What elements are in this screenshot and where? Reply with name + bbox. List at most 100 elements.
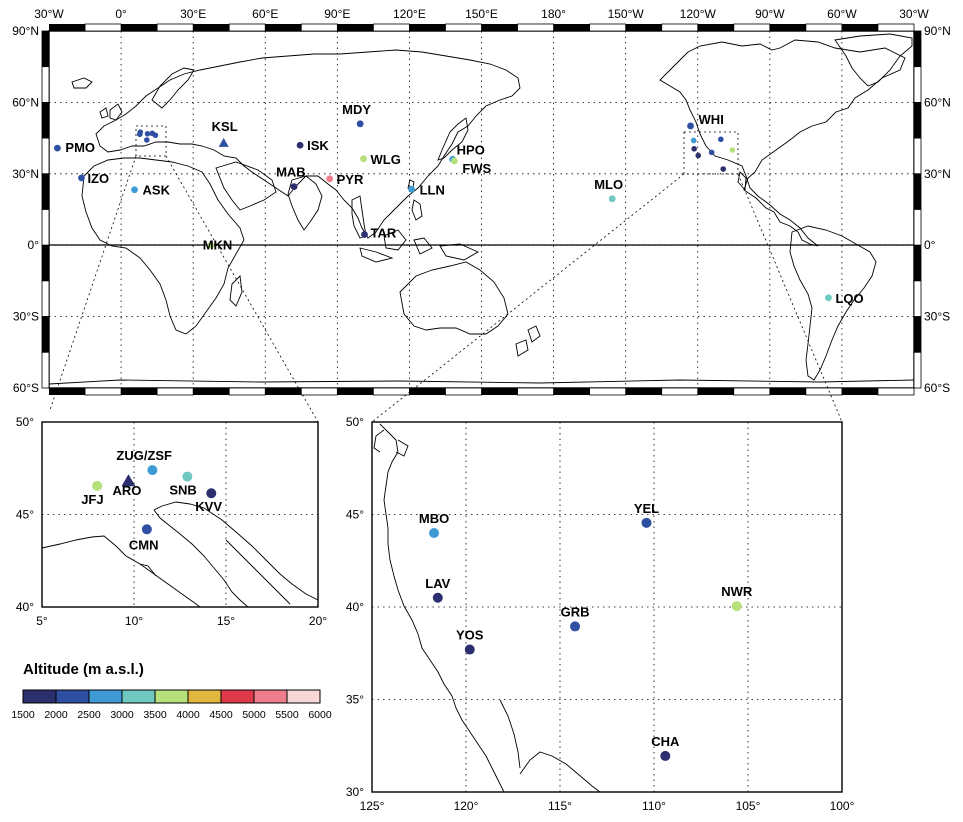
station-label: CHA <box>651 734 680 749</box>
station-marker <box>825 294 832 302</box>
colorbar-tick: 3000 <box>110 709 134 721</box>
europe-coastlines <box>41 501 319 608</box>
colorbar-tick: 6000 <box>308 709 332 721</box>
station-label: MLO <box>594 177 623 192</box>
station-label: GRB <box>561 604 590 619</box>
world-lon-tick: 90°E <box>324 7 350 21</box>
station-marker <box>570 621 581 632</box>
europe-lat-tick: 45° <box>16 508 34 522</box>
station-marker <box>137 131 143 138</box>
world-lat-tick-right: 60°S <box>924 381 950 395</box>
colorbar-tick: 3500 <box>143 709 167 721</box>
usa-lat-tick: 35° <box>346 693 364 707</box>
station-marker <box>360 155 367 163</box>
europe-lat-tick: 40° <box>16 600 34 614</box>
station-marker <box>144 131 151 137</box>
station-marker <box>641 517 652 528</box>
europe-lon-tick: 5° <box>36 614 48 628</box>
station-marker <box>691 146 697 152</box>
usa-inset-map: 125° 120° 115° 110° 105° 100°50°45°40°35°30° … <box>346 415 855 813</box>
station-marker <box>729 147 736 153</box>
colorbar-segment <box>253 689 288 704</box>
inset-connectors <box>49 155 843 423</box>
europe-lon-tick: 15° <box>217 614 235 628</box>
station-marker <box>78 174 85 182</box>
usa-lat-tick: 40° <box>346 600 364 614</box>
world-lon-tick: 120°W <box>680 7 717 21</box>
world-lat-tick-right: 30°S <box>924 310 950 324</box>
station-label: ARO <box>112 483 141 498</box>
world-lat-tick-left: 60°N <box>12 95 39 109</box>
station-label: LAV <box>425 576 450 591</box>
legend-title: Altitude (m a.s.l.) <box>23 661 144 678</box>
station-marker <box>720 166 727 172</box>
colorbar-tick: 4000 <box>176 709 200 721</box>
world-lat-tick-right: 90°N <box>924 24 951 38</box>
world-lon-tick: 150°E <box>465 7 498 21</box>
usa-lon-tick: 110° <box>642 799 666 813</box>
station-marker <box>207 242 215 249</box>
station-label: MAB <box>276 165 306 180</box>
usa-lat-tick: 30° <box>346 785 364 799</box>
world-lon-tick: 60°W <box>827 7 857 21</box>
station-marker <box>429 528 440 538</box>
station-marker <box>206 488 217 499</box>
station-label: TAR <box>370 225 396 240</box>
usa-lon-tick: 100° <box>830 799 855 813</box>
station-marker <box>141 524 152 535</box>
station-marker <box>660 750 671 761</box>
station-marker <box>182 471 193 482</box>
station-label: PYR <box>337 172 364 187</box>
europe-lon-tick: 10° <box>125 614 143 628</box>
colorbar-segment <box>187 689 222 704</box>
world-lat-tick-left: 30°N <box>12 167 39 181</box>
station-marker <box>290 183 298 191</box>
station-label: LLN <box>420 182 445 197</box>
station-marker <box>687 122 694 130</box>
station-label: ASK <box>143 183 171 198</box>
colorbar-tick: 1500 <box>11 709 35 721</box>
world-lon-tick: 150°W <box>608 7 645 21</box>
world-lat-tick-left: 90°N <box>12 24 39 38</box>
station-label: FWS <box>462 161 491 176</box>
station-label: MDY <box>342 102 371 117</box>
colorbar-tick: 5000 <box>242 709 266 721</box>
usa-lat-tick: 50° <box>346 415 364 429</box>
station-marker <box>121 474 136 487</box>
colorbar-segment <box>121 689 156 704</box>
station-marker <box>690 137 697 144</box>
station-label: PMO <box>65 140 95 155</box>
station-label: WLG <box>371 152 401 167</box>
station-label: KSL <box>212 119 238 134</box>
station-marker <box>731 601 742 612</box>
colorbar-segment <box>55 689 90 704</box>
station-label: WHI <box>699 112 724 127</box>
station-label: YOS <box>456 628 484 643</box>
station-label: SNB <box>169 483 196 498</box>
usa-lat-tick: 45° <box>346 508 364 522</box>
station-marker <box>296 141 304 149</box>
station-marker <box>718 136 724 143</box>
world-lon-tick: 30°E <box>180 7 206 21</box>
station-marker <box>432 592 443 603</box>
station-marker <box>695 152 702 159</box>
colorbar-segment <box>88 689 123 704</box>
colorbar-segment <box>286 689 321 704</box>
altitude-colorbar: Altitude (m a.s.l.) 1500 2000 2500 3000 3500… <box>11 661 332 721</box>
station-marker <box>218 137 229 147</box>
usa-lon-tick: 120° <box>454 799 479 813</box>
station-marker <box>143 137 150 143</box>
world-lon-tick: 120°E <box>393 7 426 21</box>
station-label: NWR <box>721 584 753 599</box>
europe-lon-tick: 20° <box>309 614 327 628</box>
world-lon-tick: 30°W <box>899 7 929 21</box>
usa-coastlines <box>373 423 601 793</box>
station-marker <box>608 195 616 203</box>
station-marker <box>708 149 715 156</box>
world-lon-tick: 0° <box>115 7 127 21</box>
station-label: ISK <box>307 138 329 153</box>
usa-lon-tick: 125° <box>360 799 385 813</box>
station-marker <box>54 144 61 152</box>
usa-inset-outline <box>683 131 739 175</box>
